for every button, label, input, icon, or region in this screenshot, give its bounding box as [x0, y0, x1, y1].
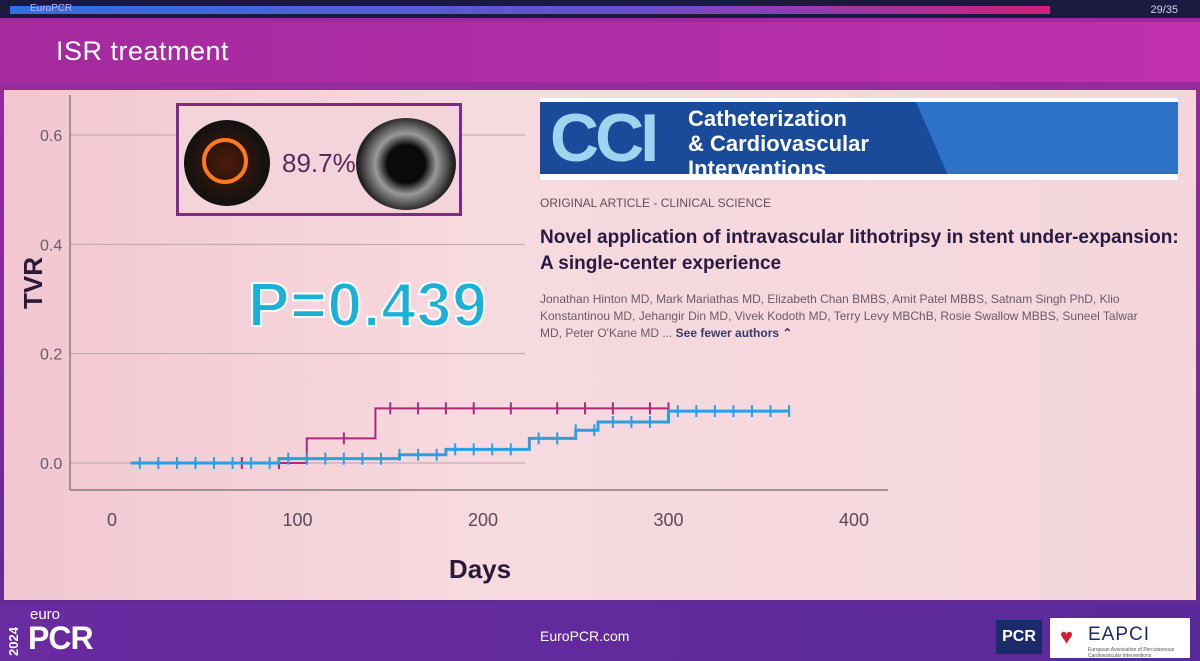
article-title: Novel application of intravascular litho…	[540, 227, 1179, 274]
brand-euro: euro	[30, 606, 61, 623]
x-tick-label-3: 300	[653, 510, 683, 530]
y-tick-label-3: 0.6	[40, 128, 62, 145]
journal-logo: CCI Catheterization & Cardiovascular Int…	[540, 98, 1178, 181]
progress-fill	[10, 6, 1050, 14]
y-axis-label: TVR	[18, 257, 48, 309]
journal-logo-tail	[916, 102, 1178, 174]
oct-image-before	[184, 120, 270, 206]
brand-pcr-logo: PCR	[28, 620, 94, 656]
y-tick-label-2: 0.4	[40, 237, 62, 254]
eapci-subtext: European Association of Percutaneous Car…	[1088, 647, 1175, 659]
ivl-percent: 89.7%	[282, 148, 356, 178]
article-type: ORIGINAL ARTICLE - CLINICAL SCIENCE	[540, 196, 771, 210]
x-axis-label: Days	[449, 554, 511, 584]
y-tick-label-0: 0.0	[40, 456, 62, 473]
x-tick-label-1: 100	[282, 510, 312, 530]
heart-icon: ♥	[1060, 624, 1074, 649]
km-chart: 0.0 0.2 0.4 0.6 0 100 200 300 400 Days TVR	[18, 95, 888, 584]
p-value: P=0.439	[247, 270, 488, 341]
eapci-text: EAPCI	[1088, 624, 1151, 645]
top-progress-bar	[0, 0, 1200, 18]
top-left-label: EuroPCR	[30, 3, 73, 14]
series-line-blue	[130, 409, 790, 465]
authors-text: Jonathan Hinton MD, Mark Mariathas MD, E…	[540, 292, 1138, 340]
eapci-logo: ♥ EAPCI European Association of Percutan…	[1050, 618, 1190, 659]
page-counter: 29/35	[1150, 4, 1178, 16]
journal-name-line2: & Cardiovascular	[688, 131, 869, 156]
journal-name-line1: Catheterization	[688, 106, 847, 131]
footer-url[interactable]: EuroPCR.com	[540, 628, 630, 644]
author-list: Jonathan Hinton MD, Mark Mariathas MD, E…	[540, 291, 1150, 342]
see-fewer-authors-link[interactable]: See fewer authors ⌃	[675, 326, 793, 340]
title-bar	[0, 22, 1200, 82]
journal-acronym: CCI	[550, 100, 659, 176]
x-tick-label-0: 0	[107, 510, 117, 530]
journal-name-line3: Interventions	[688, 156, 827, 181]
footer-year: 2024	[6, 627, 21, 656]
y-tick-label-1: 0.2	[40, 347, 62, 364]
oct-image-after	[356, 118, 456, 210]
journal-name: Catheterization & Cardiovascular Interve…	[688, 106, 928, 181]
x-tick-label-2: 200	[468, 510, 498, 530]
x-tick-label-4: 400	[839, 510, 869, 530]
slide-title: ISR treatment	[56, 36, 230, 66]
pcr-badge: PCR	[996, 620, 1042, 654]
